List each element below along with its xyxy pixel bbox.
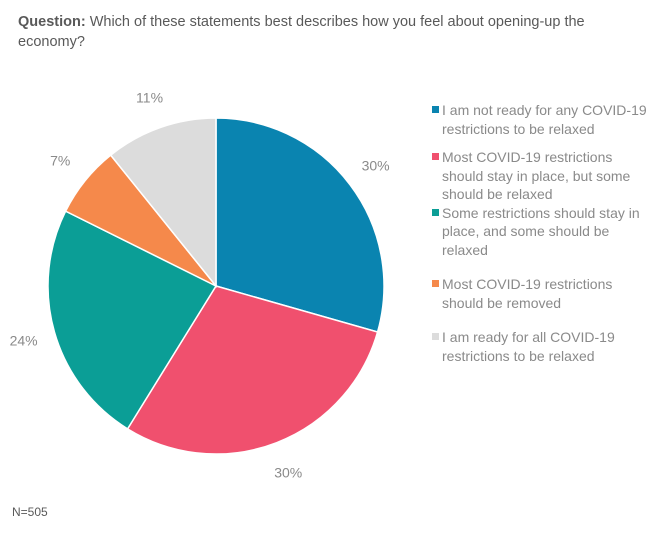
question-prefix: Question: bbox=[18, 14, 86, 30]
legend-label-1: Most COVID-19 restrictions should stay i… bbox=[442, 149, 631, 202]
legend-swatch-4 bbox=[432, 333, 439, 340]
legend-swatch-1 bbox=[432, 153, 439, 160]
legend-label-3: Most COVID-19 restrictions should be rem… bbox=[442, 276, 613, 311]
pie-slice-0 bbox=[215, 117, 385, 333]
chart-legend: I am not ready for any COVID-19 restrict… bbox=[432, 101, 647, 365]
legend-item-0: I am not ready for any COVID-19 restrict… bbox=[432, 101, 647, 138]
legend-label-4: I am ready for all COVID-19 restrictions… bbox=[442, 329, 615, 364]
sample-size-note: N=505 bbox=[12, 505, 48, 519]
legend-swatch-0 bbox=[432, 106, 439, 113]
pie-slice-4 bbox=[109, 117, 217, 289]
slice-value-label-1: 30% bbox=[274, 464, 302, 480]
question-text: Question: Which of these statements best… bbox=[18, 12, 638, 52]
question-body: Which of these statements best describes… bbox=[18, 14, 585, 50]
slice-value-label-2: 24% bbox=[10, 333, 38, 349]
legend-item-1: Most COVID-19 restrictions should stay i… bbox=[432, 148, 647, 204]
legend-item-2: Some restrictions should stay in place, … bbox=[432, 204, 647, 260]
slice-value-label-0: 30% bbox=[362, 157, 390, 173]
slice-value-label-4: 11% bbox=[136, 89, 163, 105]
legend-label-0: I am not ready for any COVID-19 restrict… bbox=[442, 102, 647, 137]
legend-swatch-2 bbox=[432, 208, 439, 216]
legend-item-4: I am ready for all COVID-19 restrictions… bbox=[432, 328, 647, 365]
legend-item-3: Most COVID-19 restrictions should be rem… bbox=[432, 275, 647, 312]
legend-label-2: Some restrictions should stay in place, … bbox=[442, 204, 640, 258]
legend-swatch-3 bbox=[432, 280, 439, 287]
slice-value-label-3: 7% bbox=[50, 153, 70, 169]
